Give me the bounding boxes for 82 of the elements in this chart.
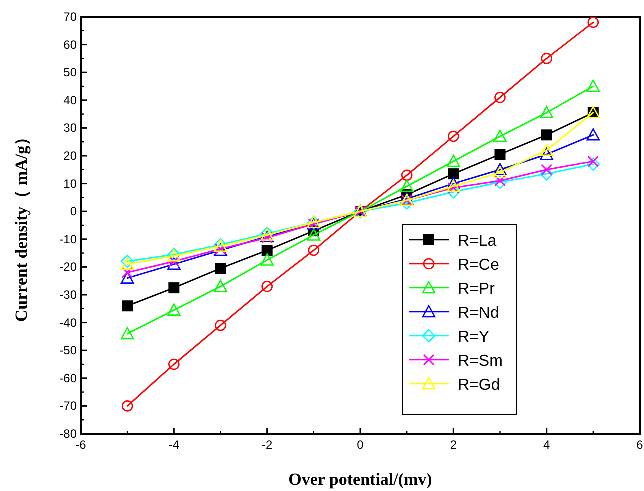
point — [400, 196, 414, 210]
point — [447, 185, 460, 199]
point — [588, 156, 600, 168]
point — [214, 280, 228, 292]
x-axis-title: Over potential/(mv) — [288, 470, 432, 489]
point — [447, 180, 460, 192]
point — [215, 263, 226, 274]
x-tick-label: -2 — [262, 438, 273, 452]
point — [120, 258, 134, 270]
legend-label: R=Y — [458, 329, 490, 346]
point — [540, 148, 554, 160]
point — [540, 167, 554, 181]
y-tick-label: 60 — [64, 38, 78, 52]
legend-label: R=Ce — [458, 257, 500, 274]
point — [168, 282, 180, 294]
x-tick-label: 6 — [636, 438, 644, 452]
y-tick-label: 0 — [70, 204, 78, 219]
x-tick-label: 2 — [450, 438, 458, 452]
y-axis-title: Current density（ mA/g） — [12, 128, 31, 322]
y-tick-label: -40 — [60, 316, 78, 330]
point — [262, 281, 273, 292]
point — [168, 256, 180, 268]
point — [120, 327, 134, 340]
point — [494, 130, 507, 142]
y-tick-label: -70 — [60, 399, 78, 414]
point — [448, 168, 460, 180]
y-tick-label: 10 — [64, 176, 78, 191]
x-tick-label: 0 — [357, 438, 364, 452]
legend-label: R=Sm — [458, 353, 503, 370]
point — [308, 244, 320, 256]
point — [494, 149, 506, 160]
point — [401, 170, 413, 182]
point — [262, 245, 273, 256]
legend-label: R=Pr — [458, 281, 496, 298]
point — [122, 267, 134, 279]
y-tick-label: -60 — [60, 371, 78, 386]
y-tick-label: 50 — [64, 66, 78, 80]
y-tick-label: -20 — [60, 260, 78, 274]
point — [122, 300, 134, 312]
point — [586, 128, 600, 141]
y-tick-label: 40 — [64, 93, 78, 108]
point — [494, 92, 506, 104]
legend-label: R=Gd — [458, 377, 500, 394]
point — [120, 254, 134, 268]
point — [541, 164, 553, 176]
y-tick-label: -10 — [60, 232, 78, 246]
point — [586, 158, 600, 171]
y-tick-label: -30 — [60, 288, 78, 302]
point — [541, 53, 552, 64]
point — [122, 400, 134, 412]
point — [260, 254, 274, 266]
point — [307, 228, 321, 241]
point — [586, 80, 600, 92]
point — [540, 106, 554, 119]
y-tick-label: -50 — [60, 344, 78, 358]
legend-label: R=Nd — [458, 305, 500, 322]
point — [494, 163, 507, 176]
point — [448, 182, 460, 194]
point — [262, 232, 274, 244]
point — [168, 358, 180, 370]
point — [215, 320, 226, 332]
point — [494, 166, 507, 178]
point — [448, 130, 460, 142]
x-tick-label: 4 — [543, 438, 550, 452]
point — [447, 177, 460, 190]
y-tick-label: 20 — [64, 149, 78, 163]
y-tick-label: -80 — [60, 427, 78, 441]
point — [168, 258, 181, 270]
legend-label: R=La — [458, 233, 497, 250]
point — [540, 144, 554, 156]
y-tick-label: 30 — [64, 121, 78, 136]
y-tick-label: 70 — [64, 10, 78, 24]
point — [120, 272, 134, 284]
point — [494, 176, 507, 190]
x-tick-label: -4 — [168, 438, 180, 452]
point — [494, 175, 506, 187]
point — [588, 16, 600, 28]
point — [168, 304, 181, 316]
x-tick-label: -6 — [76, 438, 87, 452]
point — [400, 180, 414, 192]
point — [447, 154, 460, 168]
point — [541, 130, 552, 141]
